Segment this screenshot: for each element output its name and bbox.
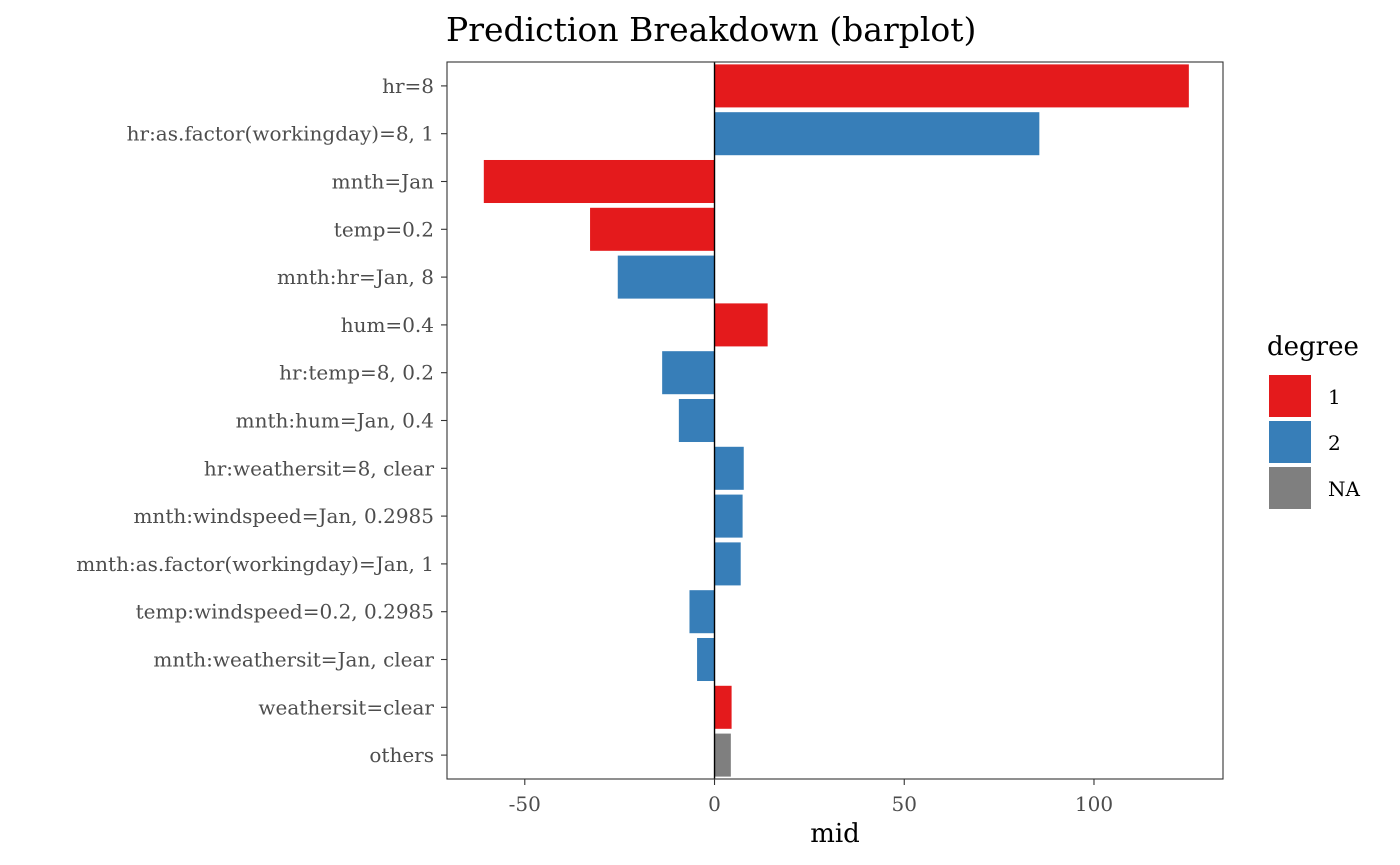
bar — [714, 446, 744, 490]
legend-key — [1269, 467, 1311, 509]
y-tick-label: temp:windspeed=0.2, 0.2985 — [136, 600, 434, 624]
y-tick-label: mnth:hum=Jan, 0.4 — [236, 409, 434, 433]
legend: degree 1 2 NA — [1267, 332, 1361, 509]
y-tick-label: hr=8 — [382, 74, 434, 98]
y-tick-label: weathersit=clear — [258, 695, 434, 719]
y-tick-labels: hr=8 hr:as.factor(workingday)=8, 1 mnth=Ja… — [76, 74, 434, 767]
bar — [697, 637, 715, 682]
x-tick-label: -50 — [509, 792, 541, 816]
bar — [714, 494, 743, 538]
legend-key — [1269, 421, 1311, 463]
legend-items: 1 2 NA — [1269, 375, 1361, 509]
x-ticks — [524, 779, 1095, 785]
x-tick-label: 50 — [892, 792, 917, 816]
chart-title: Prediction Breakdown (barplot) — [446, 10, 976, 49]
y-tick-label: mnth:hr=Jan, 8 — [277, 265, 434, 289]
bar — [714, 685, 732, 729]
bar — [689, 590, 715, 634]
bar — [483, 159, 715, 204]
bar — [714, 542, 741, 586]
y-tick-label: others — [369, 743, 434, 767]
bar — [714, 303, 768, 347]
bar — [590, 207, 715, 251]
legend-title: degree — [1267, 332, 1359, 362]
bar — [714, 733, 731, 777]
bar — [714, 112, 1040, 156]
bar — [714, 64, 1189, 108]
legend-label: 1 — [1328, 385, 1341, 409]
y-tick-label: hr:temp=8, 0.2 — [279, 361, 434, 385]
bar — [678, 398, 715, 443]
y-tick-label: mnth:windspeed=Jan, 0.2985 — [133, 504, 434, 528]
y-tick-label: mnth=Jan — [332, 170, 434, 194]
legend-key — [1269, 375, 1311, 417]
y-tick-label: hum=0.4 — [341, 313, 434, 337]
x-axis-title: mid — [810, 819, 860, 849]
legend-label: NA — [1328, 477, 1361, 501]
bars — [483, 64, 1189, 777]
plot-border — [446, 61, 1224, 780]
y-tick-label: hr:as.factor(workingday)=8, 1 — [127, 122, 434, 146]
y-tick-label: hr:weathersit=8, clear — [204, 456, 435, 480]
y-tick-label: mnth:weathersit=Jan, clear — [153, 648, 434, 672]
bar — [617, 255, 715, 299]
x-tick-label: 0 — [708, 792, 721, 816]
x-tick-label: 100 — [1075, 792, 1113, 816]
y-ticks — [441, 85, 447, 756]
y-tick-label: mnth:as.factor(workingday)=Jan, 1 — [76, 552, 434, 576]
bar — [662, 351, 715, 395]
y-tick-label: temp=0.2 — [334, 217, 434, 241]
legend-label: 2 — [1328, 431, 1341, 455]
x-tick-labels: -50 0 50 100 — [509, 792, 1113, 816]
